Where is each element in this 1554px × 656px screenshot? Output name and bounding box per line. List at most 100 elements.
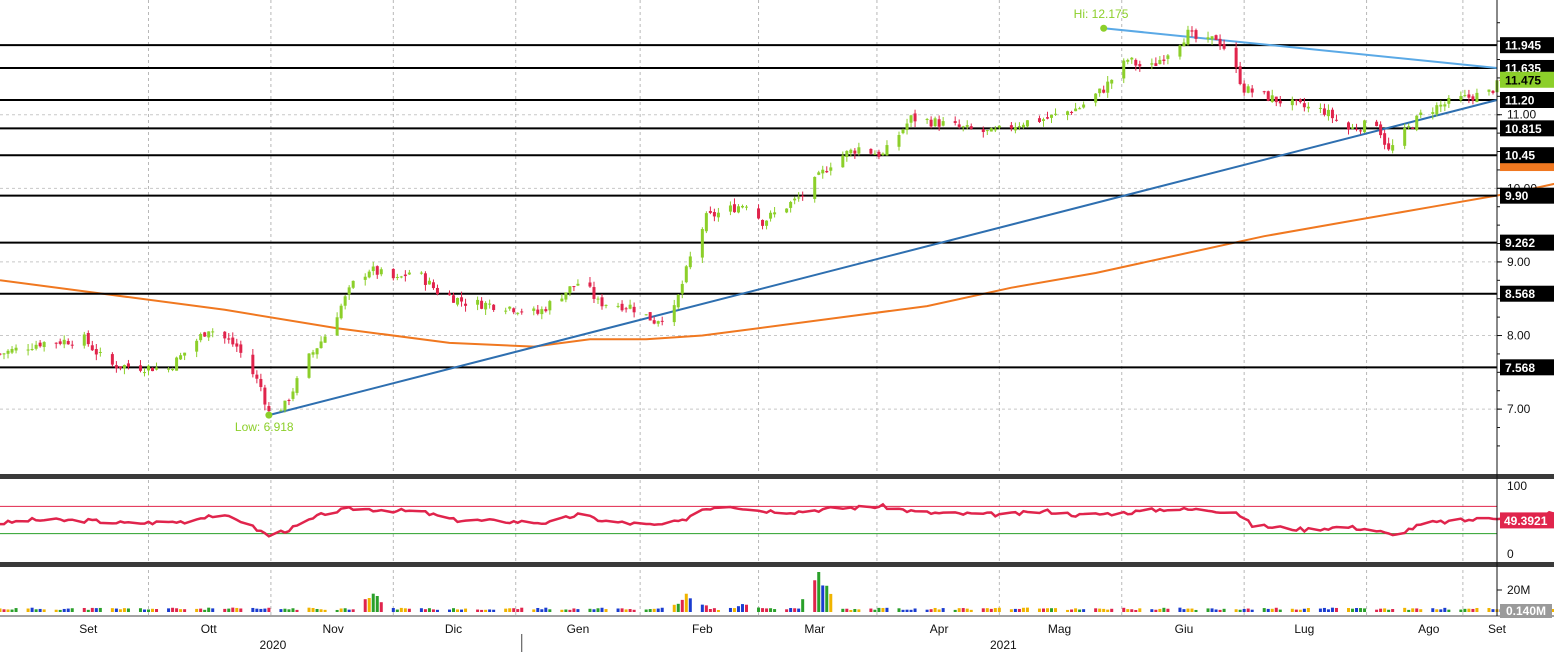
candle-body xyxy=(740,205,744,208)
volume-bar xyxy=(1122,607,1126,612)
candle-body xyxy=(660,320,664,322)
candle-body xyxy=(295,378,299,393)
candle-body xyxy=(1154,63,1158,66)
volume-bar xyxy=(427,608,431,612)
candle-body xyxy=(183,352,187,356)
candle-body xyxy=(142,372,146,374)
volume-bar xyxy=(1186,608,1190,612)
volume-bar xyxy=(961,608,965,612)
candle-body xyxy=(251,354,255,375)
candle-body xyxy=(853,150,857,154)
volume-bar xyxy=(1411,608,1415,612)
volume-bar xyxy=(1054,608,1058,612)
candle-body xyxy=(849,149,853,154)
volume-bar xyxy=(223,608,227,612)
volume-bar xyxy=(10,609,14,612)
volume-bar xyxy=(54,609,58,612)
volume-bar xyxy=(379,602,383,612)
candle-body xyxy=(26,349,30,351)
volume-bar xyxy=(532,609,536,612)
volume-bar xyxy=(1194,609,1198,612)
volume-bar xyxy=(283,608,287,612)
volume-bar xyxy=(1330,607,1334,612)
volume-bar xyxy=(857,609,861,612)
rsi-panel-separator xyxy=(0,474,1554,479)
volume-bar xyxy=(70,608,74,612)
volume-bar xyxy=(829,593,833,612)
candle-body xyxy=(1330,109,1334,119)
volume-bar xyxy=(1419,609,1423,612)
candle-body xyxy=(680,283,684,294)
volume-bar xyxy=(419,608,423,612)
rsi-line xyxy=(0,502,1554,538)
candle-body xyxy=(179,355,183,360)
volume-bar xyxy=(1150,609,1154,612)
candle-body xyxy=(620,303,624,311)
candle-body xyxy=(941,121,945,126)
volume-bar xyxy=(600,607,604,612)
candle-body xyxy=(965,125,969,127)
candle-body xyxy=(1218,38,1222,46)
moving-average-line xyxy=(0,182,1554,348)
candle-body xyxy=(881,153,885,156)
candle-body xyxy=(829,167,833,171)
volume-bar xyxy=(616,608,620,612)
volume-bar xyxy=(925,609,929,612)
candle-body xyxy=(817,172,821,175)
volume-bar xyxy=(1487,608,1491,612)
price-tick-label: 8.00 xyxy=(1507,329,1531,343)
volume-bar xyxy=(596,608,600,612)
candle-body xyxy=(1407,126,1411,128)
volume-bar xyxy=(480,609,484,612)
volume-bar xyxy=(732,608,736,612)
candle-body xyxy=(1326,109,1330,117)
volume-bar xyxy=(708,609,712,612)
volume-bar xyxy=(592,609,596,612)
volume-bar xyxy=(1158,608,1162,612)
candle-body xyxy=(773,212,777,215)
volume-bar xyxy=(291,608,295,612)
candle-body xyxy=(391,268,395,279)
volume-bar xyxy=(343,608,347,612)
volume-bar xyxy=(90,607,94,612)
candle-body xyxy=(1045,117,1049,119)
candle-body xyxy=(1126,59,1130,62)
volume-bar xyxy=(1471,608,1475,612)
volume-bar xyxy=(94,608,98,612)
candle-body xyxy=(1070,111,1074,113)
candle-body xyxy=(873,153,877,155)
volume-bar xyxy=(203,609,207,612)
candle-body xyxy=(90,345,94,351)
volume-bar xyxy=(985,608,989,612)
trendline-support xyxy=(268,99,1498,417)
price-tick-label: 11.00 xyxy=(1507,108,1536,122)
annotations: Hi: 12.175 Low: 6.918 xyxy=(235,7,1129,434)
volume-bar xyxy=(339,608,343,612)
volume-bar xyxy=(452,608,456,612)
candle-body xyxy=(452,295,456,303)
candle-body xyxy=(419,272,423,274)
volume-bar xyxy=(1326,609,1330,612)
candle-body xyxy=(877,151,881,157)
volume-bar xyxy=(423,609,427,612)
candle-body xyxy=(1270,95,1274,102)
candle-body xyxy=(448,293,452,296)
volume-bar xyxy=(1106,609,1110,612)
candle-body xyxy=(1242,83,1246,93)
candle-body xyxy=(315,348,319,355)
volume-bar xyxy=(688,598,692,612)
price-tag-label: 9.262 xyxy=(1505,236,1535,250)
price-tag xyxy=(1500,359,1554,376)
volume-bar xyxy=(1551,608,1554,612)
volume-bar xyxy=(869,608,873,612)
candle-body xyxy=(1391,145,1395,151)
volume-bar xyxy=(1246,608,1250,612)
volume-bar xyxy=(484,609,488,612)
volume-bar xyxy=(1415,608,1419,612)
candle-body xyxy=(576,283,580,286)
volume-bar xyxy=(624,609,628,612)
candle-body xyxy=(937,119,941,127)
candle-body xyxy=(1419,112,1423,115)
volume-bar xyxy=(1359,608,1363,612)
volume-bar xyxy=(620,608,624,612)
